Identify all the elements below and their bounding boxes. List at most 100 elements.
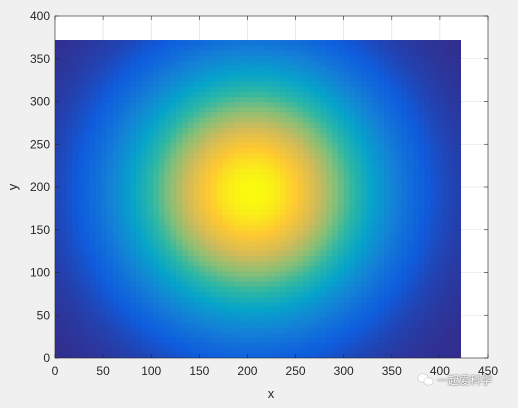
heatmap-cell — [314, 234, 322, 241]
heatmap-cell — [66, 352, 73, 358]
heatmap-cell — [89, 45, 97, 51]
heatmap-cell — [453, 337, 460, 344]
heatmap-cell — [314, 152, 322, 159]
heatmap-cell — [401, 157, 408, 164]
heatmap-cell — [257, 75, 264, 82]
heatmap-cell — [130, 347, 137, 354]
heatmap-cell — [170, 316, 177, 323]
heatmap-cell — [164, 337, 172, 344]
heatmap-cell — [268, 332, 275, 339]
heatmap-cell — [118, 86, 125, 92]
heatmap-cell — [101, 281, 108, 287]
heatmap-cell — [262, 111, 270, 118]
heatmap-cell — [407, 188, 414, 195]
heatmap-cell — [216, 347, 224, 354]
heatmap-cell — [124, 116, 131, 123]
heatmap-cell — [89, 347, 97, 354]
heatmap-cell — [418, 147, 426, 154]
heatmap-cell — [309, 122, 316, 128]
heatmap-cell — [222, 229, 229, 236]
heatmap-cell — [245, 224, 252, 231]
heatmap-cell — [262, 229, 270, 236]
heatmap-cell — [459, 291, 462, 298]
heatmap-cell — [262, 45, 270, 51]
heatmap-cell — [130, 132, 137, 139]
y-axis-label: y — [5, 183, 20, 190]
heatmap-cell — [418, 178, 426, 185]
heatmap-cell — [182, 75, 189, 82]
heatmap-cell — [83, 183, 91, 190]
heatmap-cell — [153, 229, 160, 236]
heatmap-cell — [389, 214, 397, 221]
heatmap-cell — [395, 322, 402, 328]
heatmap-cell — [95, 219, 102, 226]
heatmap-cell — [199, 50, 206, 56]
heatmap-cell — [441, 337, 449, 344]
heatmap-cell — [418, 106, 426, 113]
heatmap-cell — [314, 111, 322, 118]
heatmap-cell — [326, 193, 333, 200]
heatmap-cell — [72, 96, 79, 103]
heatmap-cell — [245, 60, 252, 67]
heatmap-cell — [343, 60, 351, 67]
heatmap-cell — [233, 96, 241, 103]
heatmap-cell — [130, 111, 137, 118]
heatmap-cell — [176, 147, 183, 154]
heatmap-cell — [95, 301, 102, 308]
heatmap-cell — [72, 193, 79, 200]
heatmap-cell — [164, 332, 172, 339]
heatmap-cell — [412, 306, 420, 313]
heatmap-cell — [55, 193, 62, 200]
heatmap-cell — [153, 122, 160, 128]
heatmap-cell — [366, 80, 374, 87]
heatmap-cell — [124, 163, 131, 169]
heatmap-cell — [314, 260, 322, 267]
heatmap-cell — [285, 111, 293, 118]
heatmap-cell — [285, 178, 293, 185]
heatmap-cell — [66, 250, 73, 256]
heatmap-cell — [418, 306, 426, 313]
heatmap-cell — [141, 70, 148, 77]
heatmap-cell — [135, 214, 143, 221]
heatmap-cell — [349, 80, 356, 87]
heatmap-cell — [164, 275, 172, 282]
heatmap-cell — [343, 80, 351, 87]
heatmap-cell — [118, 275, 125, 282]
heatmap-cell — [366, 55, 374, 62]
heatmap-cell — [66, 260, 73, 267]
heatmap-cell — [222, 342, 229, 349]
heatmap-cell — [95, 306, 102, 313]
heatmap-cell — [360, 260, 368, 267]
heatmap-cell — [106, 168, 114, 174]
heatmap-cell — [309, 70, 316, 77]
heatmap-cell — [407, 306, 414, 313]
heatmap-cell — [251, 132, 258, 139]
heatmap-cell — [430, 301, 437, 308]
heatmap-cell — [274, 286, 281, 292]
heatmap-cell — [389, 127, 397, 133]
heatmap-cell — [378, 240, 385, 246]
heatmap-cell — [130, 337, 137, 344]
heatmap-cell — [355, 286, 362, 292]
heatmap-cell — [326, 327, 333, 333]
heatmap-cell — [303, 327, 310, 333]
heatmap-cell — [170, 322, 177, 328]
heatmap-cell — [303, 347, 310, 354]
heatmap-cell — [268, 147, 275, 154]
heatmap-cell — [176, 327, 183, 333]
heatmap-cell — [124, 327, 131, 333]
heatmap-cell — [124, 219, 131, 226]
heatmap-cell — [309, 337, 316, 344]
heatmap-cell — [135, 342, 143, 349]
heatmap-cell — [412, 65, 420, 72]
heatmap-cell — [89, 101, 97, 108]
heatmap-cell — [459, 204, 462, 210]
heatmap-cell — [447, 106, 454, 113]
heatmap-cell — [112, 234, 120, 241]
heatmap-cell — [314, 193, 322, 200]
heatmap-cell — [164, 342, 172, 349]
heatmap-cell — [395, 270, 402, 277]
heatmap-cell — [349, 224, 356, 231]
heatmap-cell — [199, 86, 206, 92]
heatmap-cell — [262, 352, 270, 358]
